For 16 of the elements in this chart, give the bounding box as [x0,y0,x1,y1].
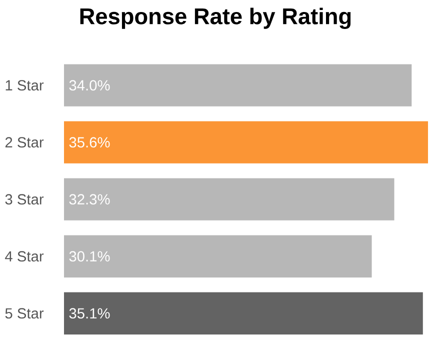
bar [64,178,394,220]
chart-title: Response Rate by Rating [80,8,351,29]
bar [64,64,412,106]
y-tick-label: 5 Star [5,308,44,319]
bar [64,235,372,278]
y-tick-label: 1 Star [6,80,44,91]
y-tick-label: 4 Star [5,251,44,262]
y-tick-label: 3 Star [5,194,44,205]
y-tick-label: 2 Star [5,137,44,148]
data-label: 35.6% [69,137,110,148]
bar [64,292,423,334]
data-label: 30.1% [69,251,110,262]
data-label: 32.3% [69,194,110,205]
data-label: 35.1% [69,308,110,319]
bar [64,121,428,164]
data-label: 34.0% [69,80,110,91]
